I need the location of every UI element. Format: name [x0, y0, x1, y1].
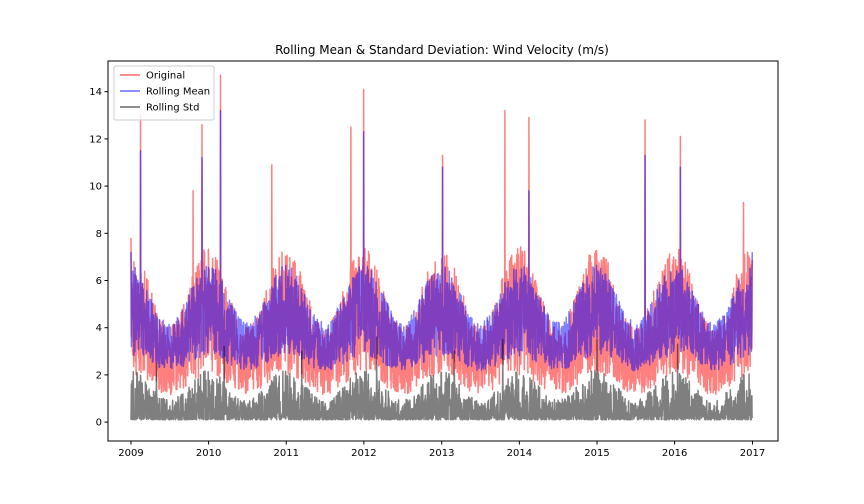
series-line-rolling-std — [130, 336, 754, 421]
series-line-rolling-mean — [130, 109, 754, 372]
y-tick-label: 12 — [89, 134, 102, 145]
axis-layer: 2009 2010 2011 2012 2013 2014 2015 2016 2017 0 2 4 6… — [89, 60, 779, 459]
x-tick-label: 2016 — [662, 448, 687, 459]
x-tick-label: 2010 — [196, 448, 221, 459]
plot-frame — [107, 60, 779, 442]
x-tick-label: 2017 — [740, 448, 765, 459]
x-tick-label: 2011 — [274, 448, 299, 459]
legend-label: Original — [146, 71, 185, 82]
y-tick-label: 8 — [96, 229, 102, 240]
y-tick-label: 4 — [96, 323, 102, 334]
x-tick-label: 2009 — [118, 448, 143, 459]
x-tick-label: 2014 — [507, 448, 532, 459]
y-tick-label: 6 — [96, 276, 102, 287]
x-tick-label: 2015 — [584, 448, 609, 459]
chart-title: Rolling Mean & Standard Deviation: Wind … — [275, 43, 609, 57]
series-layer — [130, 74, 754, 421]
y-tick-label: 0 — [96, 418, 102, 429]
y-tick-label: 2 — [96, 370, 102, 381]
y-tick-label: 10 — [89, 182, 102, 193]
y-tick-label: 14 — [89, 87, 102, 98]
x-tick-label: 2013 — [429, 448, 454, 459]
legend: Original Rolling Mean Rolling Std — [113, 65, 215, 121]
x-tick-label: 2012 — [351, 448, 376, 459]
legend-label: Rolling Std — [146, 103, 199, 114]
legend-label: Rolling Mean — [146, 87, 210, 98]
